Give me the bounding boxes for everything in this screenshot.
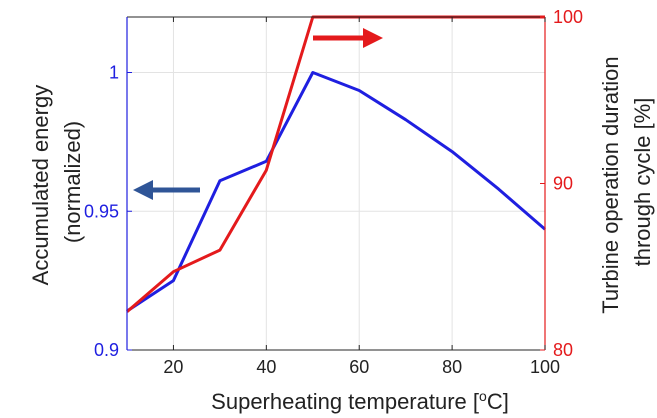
- annotation-arrows: [133, 28, 383, 200]
- right-tick-label: 80: [553, 340, 573, 360]
- x-axis-title: Superheating temperature [oC]: [211, 388, 509, 414]
- series-lines: [126, 15, 546, 313]
- series-line-duration: [126, 15, 545, 313]
- grid-lines: [127, 17, 546, 351]
- x-tick-label: 100: [530, 357, 560, 377]
- arrow-right-head: [363, 28, 383, 48]
- arrow-left-head: [133, 180, 153, 200]
- x-tick-label: 40: [256, 357, 276, 377]
- right-axis-title: Turbine operation duration through cycle…: [598, 50, 655, 313]
- axes: [126, 16, 546, 351]
- left-axis-title: Accumulated energy (normalized): [28, 79, 85, 286]
- x-tick-label: 80: [442, 357, 462, 377]
- series-line-energy: [126, 71, 546, 313]
- left-tick-label: 0.95: [84, 201, 119, 221]
- left-tick-label: 0.9: [94, 340, 119, 360]
- x-tick-label: 20: [163, 357, 183, 377]
- right-tick-label: 90: [553, 174, 573, 194]
- right-tick-label: 100: [553, 7, 583, 27]
- left-tick-label: 1: [109, 63, 119, 83]
- x-tick-label: 60: [349, 357, 369, 377]
